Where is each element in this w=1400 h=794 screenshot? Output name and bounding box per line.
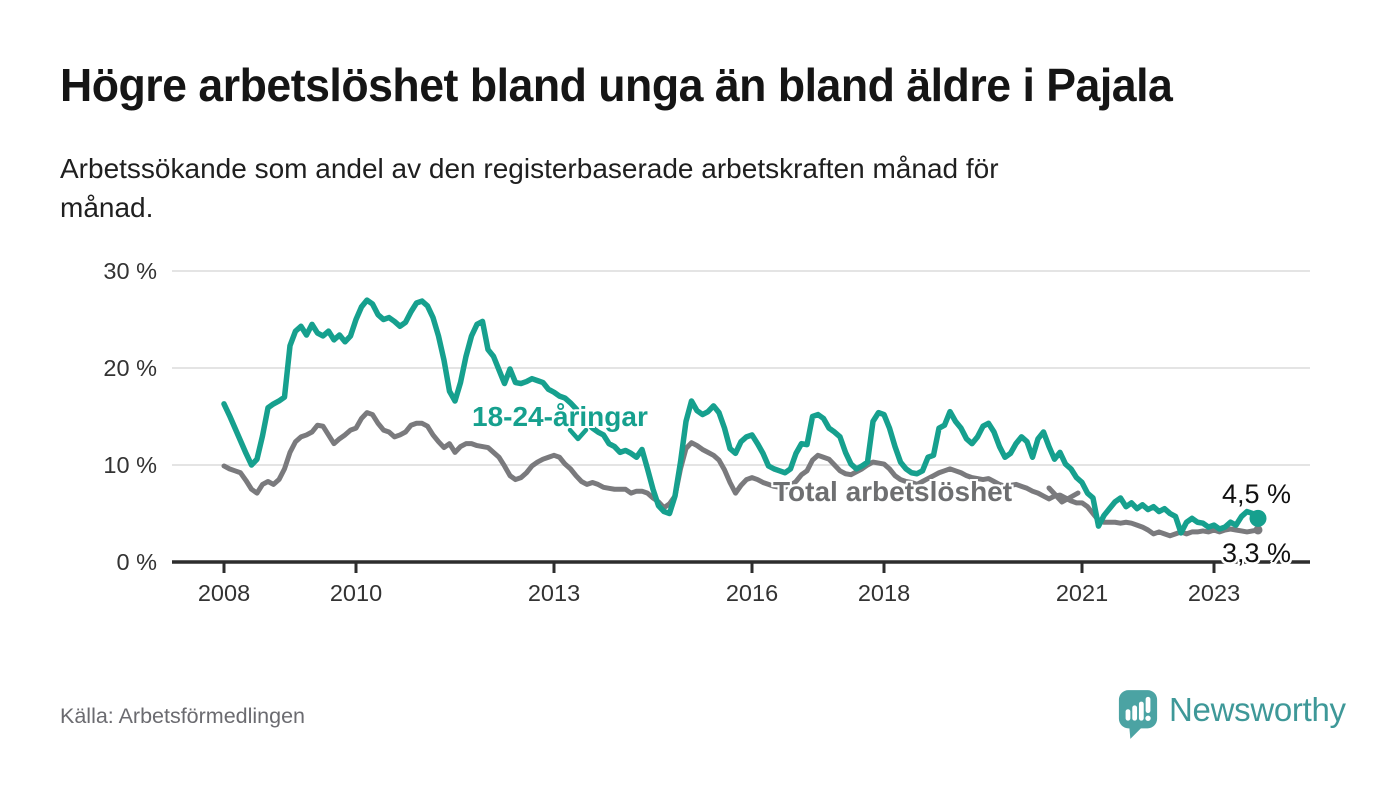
series-line-total	[221, 410, 1261, 539]
subtitle-line: månad.	[60, 192, 154, 223]
chevron-down-icon	[567, 428, 589, 442]
total-series-label: Total arbetslöshet	[773, 476, 1013, 507]
newsworthy-logo: Newsworthy	[1117, 688, 1346, 740]
page-subtitle: Arbetssökande som andel av den registerb…	[60, 149, 999, 227]
newsworthy-logo-text: Newsworthy	[1169, 691, 1346, 728]
y-tick-label: 0 %	[117, 549, 158, 575]
x-tick-label: 2008	[198, 580, 250, 606]
end-dot-total	[1253, 525, 1263, 535]
y-tick-label: 20 %	[103, 355, 157, 381]
x-tick-label: 2023	[1188, 580, 1240, 606]
x-tick-label: 2010	[330, 580, 382, 606]
x-tick-label: 2016	[726, 580, 778, 606]
youth-end-value-label: 4,5 %	[1222, 479, 1292, 509]
total-end-value-label: 3,3 %	[1222, 538, 1292, 568]
unemployment-line-chart: 0 % 10 % 20 % 30 % 2008 2010 2013 2016 2018 2021 2…	[103, 258, 1310, 606]
subtitle-line: Arbetssökande som andel av den registerb…	[60, 153, 999, 184]
y-tick-label: 10 %	[103, 452, 157, 478]
youth-series-label: 18-24-åringar	[472, 401, 648, 432]
end-dot-youth	[1249, 509, 1267, 527]
source-note: Källa: Arbetsförmedlingen	[60, 704, 306, 728]
y-tick-label: 30 %	[103, 258, 157, 284]
series-line-youth	[221, 297, 1261, 536]
arrow-to-line-icon	[1046, 485, 1081, 505]
x-tick-label: 2021	[1056, 580, 1108, 606]
newsworthy-logo-icon	[1118, 690, 1158, 739]
page-title: Högre arbetslöshet bland unga än bland ä…	[60, 59, 1173, 111]
x-tick-label: 2018	[858, 580, 910, 606]
x-tick-label: 2013	[528, 580, 580, 606]
